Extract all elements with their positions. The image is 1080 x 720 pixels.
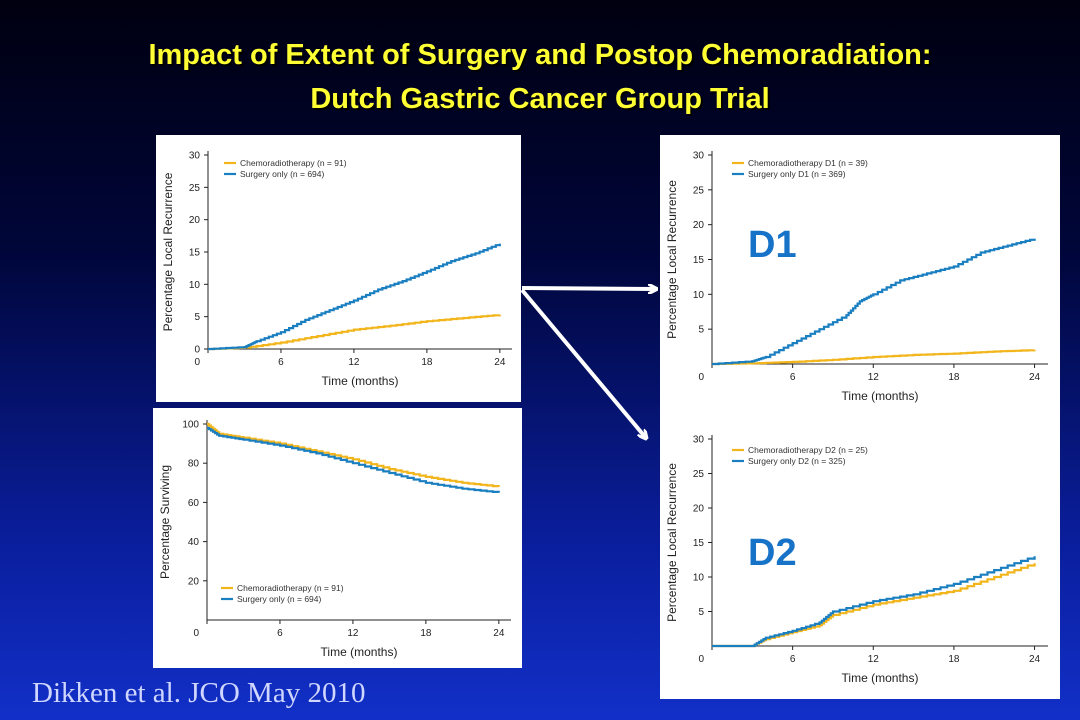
y-tick-label: 25 xyxy=(693,469,705,480)
x-axis-label: Time (months) xyxy=(321,645,398,659)
series-line-0 xyxy=(207,422,500,488)
x-tick-label: 0 xyxy=(193,628,199,639)
series-line-1 xyxy=(208,243,501,351)
x-axis-label: Time (months) xyxy=(842,389,919,403)
chart-survival: 20 40 60 80 100 0 6 12 18 24 Time (months) Percenta… xyxy=(158,420,511,659)
x-tick-label: 24 xyxy=(1029,654,1041,665)
y-tick-label: 30 xyxy=(693,151,705,162)
y-axis-label: Percentage Local Recurrence xyxy=(665,463,679,622)
subgroup-badge-d2: D2 xyxy=(748,532,797,574)
legend-entry: Surgery only (n = 694) xyxy=(237,594,322,604)
y-axis-label: Percentage Surviving xyxy=(158,465,172,579)
chart-panel-survival: 20 40 60 80 100 0 6 12 18 24 Time (months) Percenta… xyxy=(153,408,522,668)
x-tick-label: 18 xyxy=(948,372,960,383)
x-tick-label: 18 xyxy=(421,357,433,368)
citation: Dikken et al. JCO May 2010 xyxy=(32,677,366,709)
y-tick-label: 10 xyxy=(189,280,201,291)
legend-entry: Chemoradiotherapy D1 (n = 39) xyxy=(748,158,868,168)
legend-entry: Surgery only D2 (n = 325) xyxy=(748,456,846,466)
y-axis-label: Percentage Local Recurrence xyxy=(161,172,175,331)
slide-title-line1: Impact of Extent of Surgery and Postop C… xyxy=(148,39,932,71)
y-tick-label: 25 xyxy=(189,183,201,194)
series-line-0 xyxy=(712,563,1036,648)
slide-title-line2: Dutch Gastric Cancer Group Trial xyxy=(310,83,770,115)
series-line-1 xyxy=(207,426,500,493)
x-tick-label: 24 xyxy=(494,357,506,368)
y-tick-label: 5 xyxy=(194,312,200,323)
y-tick-label: 0 xyxy=(194,345,200,356)
y-tick-label: 15 xyxy=(693,255,705,266)
x-axis-label: Time (months) xyxy=(842,671,919,685)
y-tick-label: 30 xyxy=(189,151,201,162)
y-tick-label: 30 xyxy=(693,435,705,446)
series-line-0 xyxy=(712,349,1036,366)
x-tick-label: 0 xyxy=(698,372,704,383)
y-tick-label: 5 xyxy=(698,607,704,618)
y-tick-label: 20 xyxy=(188,576,200,587)
y-tick-label: 10 xyxy=(693,573,705,584)
y-tick-label: 25 xyxy=(693,185,705,196)
chart-all: 0 5 10 15 20 25 30 0 6 12 18 24 Time (months) Percent… xyxy=(161,151,512,388)
legend-entry: Surgery only (n = 694) xyxy=(240,169,325,179)
x-tick-label: 18 xyxy=(420,628,432,639)
y-tick-label: 10 xyxy=(693,290,705,301)
x-tick-label: 6 xyxy=(278,357,284,368)
x-tick-label: 6 xyxy=(790,654,796,665)
legend-entry: Surgery only D1 (n = 369) xyxy=(748,169,846,179)
y-tick-label: 60 xyxy=(188,498,200,509)
y-tick-label: 20 xyxy=(189,215,201,226)
subgroup-badge-d1: D1 xyxy=(748,224,797,266)
y-tick-label: 15 xyxy=(693,538,705,549)
y-tick-label: 20 xyxy=(693,220,705,231)
y-tick-label: 5 xyxy=(698,325,704,336)
legend-entry: Chemoradiotherapy (n = 91) xyxy=(240,158,347,168)
chart-d1: 5 10 15 20 25 30 0 6 12 18 24 Time (months) Percenta… xyxy=(665,151,1048,403)
x-tick-label: 6 xyxy=(790,372,796,383)
y-tick-label: 20 xyxy=(693,504,705,515)
x-tick-label: 24 xyxy=(493,628,505,639)
y-axis-label: Percentage Local Recurrence xyxy=(665,180,679,339)
x-tick-label: 6 xyxy=(277,628,283,639)
x-tick-label: 24 xyxy=(1029,372,1041,383)
x-axis-label: Time (months) xyxy=(322,374,399,388)
x-tick-label: 12 xyxy=(348,357,360,368)
legend-entry: Chemoradiotherapy D2 (n = 25) xyxy=(748,445,868,455)
y-tick-label: 80 xyxy=(188,459,200,470)
series-line-1 xyxy=(712,238,1036,366)
legend-entry: Chemoradiotherapy (n = 91) xyxy=(237,583,344,593)
chart-panel-d1: 5 10 15 20 25 30 0 6 12 18 24 Time (months) Percenta… xyxy=(660,135,1060,415)
x-tick-label: 18 xyxy=(948,654,960,665)
y-tick-label: 40 xyxy=(188,537,200,548)
x-tick-label: 12 xyxy=(347,628,359,639)
arrow-to-d1 xyxy=(521,288,656,289)
x-tick-label: 12 xyxy=(868,372,880,383)
arrow-to-d2 xyxy=(520,288,646,438)
chart-panel-d2: 5 10 15 20 25 30 0 6 12 18 24 Time (months) Percenta… xyxy=(660,415,1060,699)
x-tick-label: 12 xyxy=(868,654,880,665)
chart-panel-all-patients: 0 5 10 15 20 25 30 0 6 12 18 24 Time (months) Percent… xyxy=(156,135,521,402)
series-line-1 xyxy=(712,556,1036,648)
x-tick-label: 0 xyxy=(698,654,704,665)
x-tick-label: 0 xyxy=(194,357,200,368)
series-line-0 xyxy=(208,314,501,351)
y-tick-label: 15 xyxy=(189,248,201,259)
y-tick-label: 100 xyxy=(182,420,199,431)
chart-d2: 5 10 15 20 25 30 0 6 12 18 24 Time (months) Percenta… xyxy=(665,435,1048,685)
